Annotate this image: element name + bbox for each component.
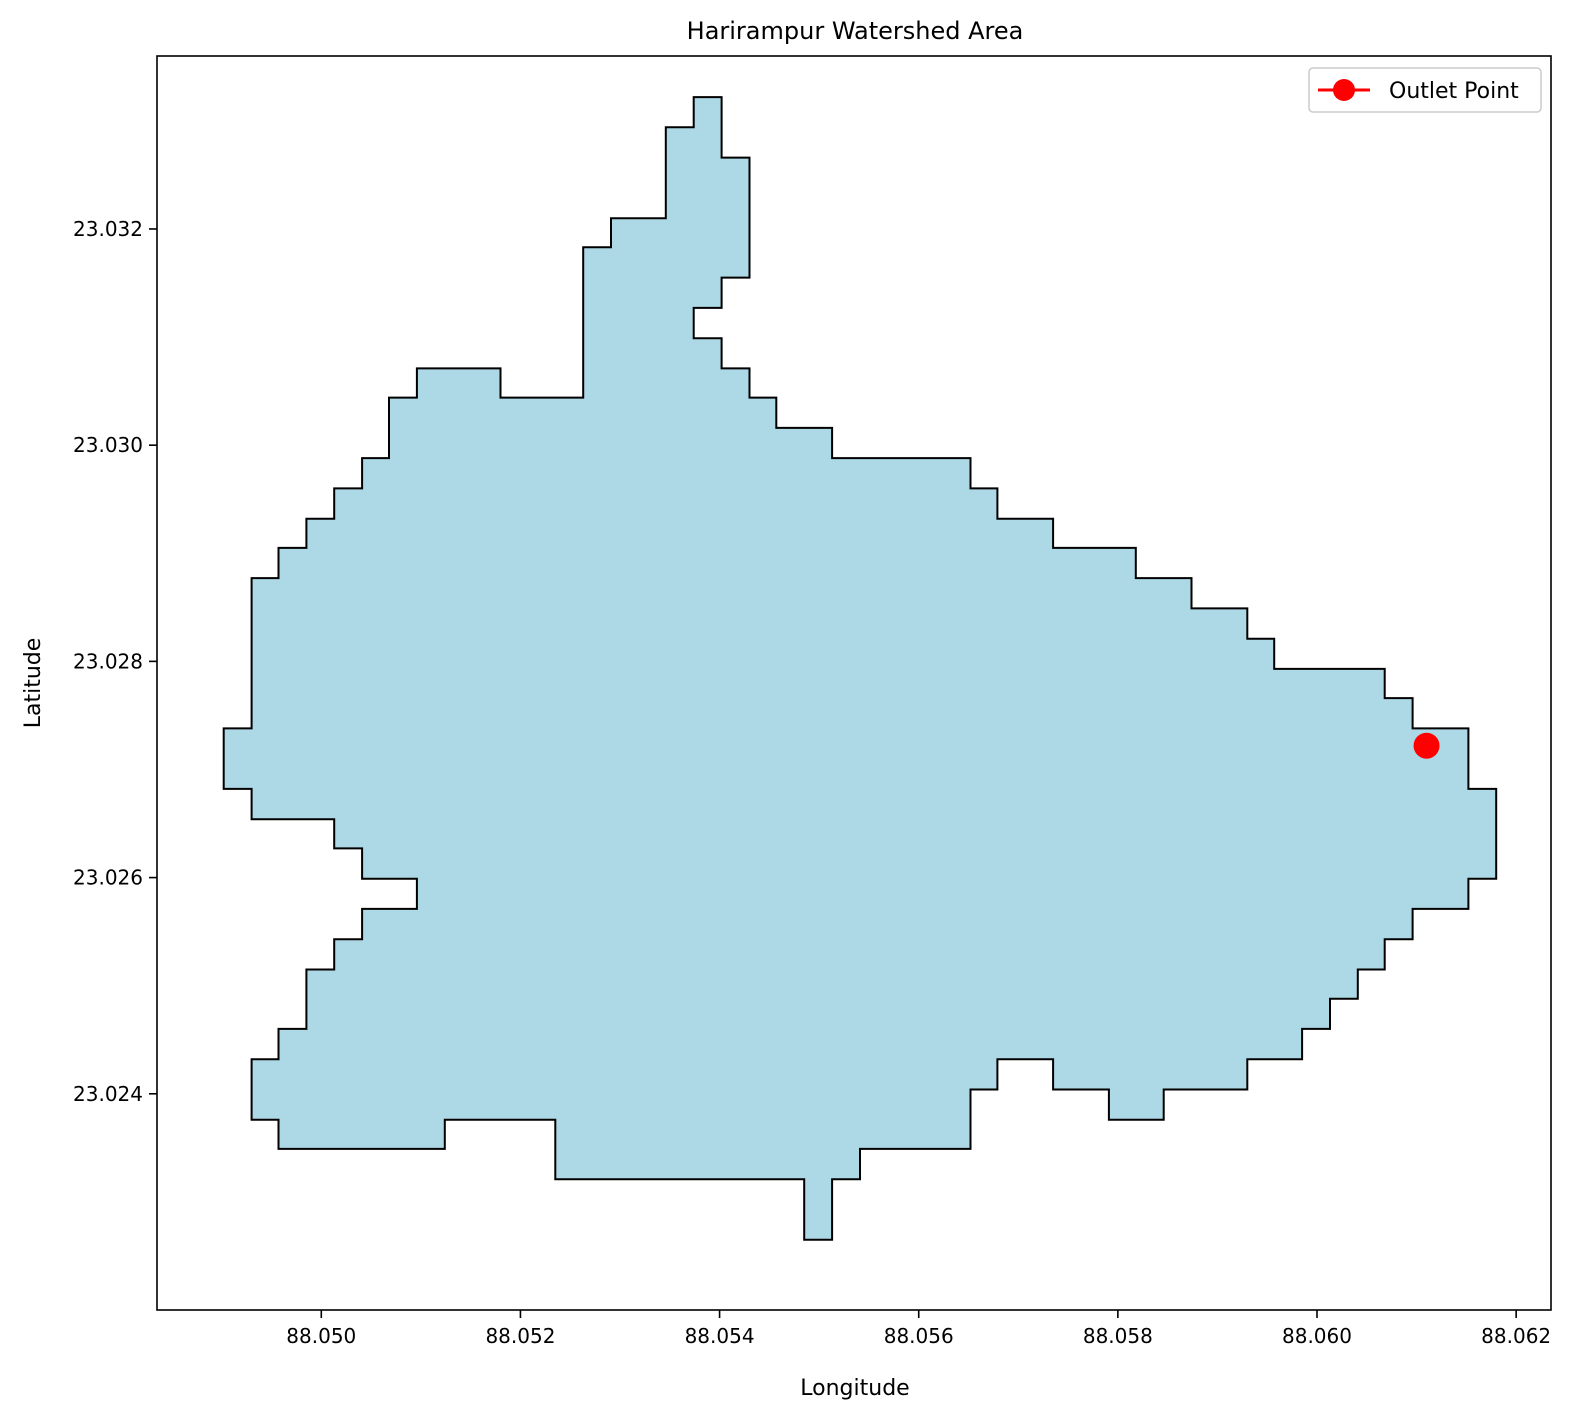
outlet-point-marker [1413, 732, 1440, 759]
plot-frame [156, 55, 1552, 1311]
x-tick-label: 88.052 [485, 1324, 555, 1348]
y-tick-label: 23.028 [73, 649, 143, 673]
x-axis-label: Longitude [800, 1376, 909, 1401]
y-tick-label: 23.024 [73, 1082, 143, 1106]
y-tick-label: 23.026 [73, 866, 143, 890]
x-tick-label: 88.056 [884, 1324, 954, 1348]
y-tick-label: 23.030 [73, 433, 143, 457]
legend: Outlet Point [1308, 67, 1542, 113]
x-tick-label: 88.062 [1481, 1324, 1551, 1348]
y-axis-ticks: 23.024 23.026 23.028 23.030 23.032 [73, 217, 157, 1106]
x-tick-label: 88.060 [1282, 1324, 1352, 1348]
legend-marker-swatch [1333, 79, 1355, 101]
legend-label-outlet-point: Outlet Point [1389, 79, 1519, 104]
y-tick-label: 23.032 [73, 217, 143, 241]
legend-box [1308, 67, 1542, 113]
x-axis-ticks: 88.050 88.052 88.054 88.056 88.058 88.060 88.0… [286, 1310, 1551, 1348]
chart-title: Harirampur Watershed Area [687, 17, 1024, 45]
x-tick-label: 88.058 [1083, 1324, 1153, 1348]
y-axis-label: Latitude [21, 638, 46, 729]
x-tick-label: 88.054 [685, 1324, 755, 1348]
x-tick-label: 88.050 [286, 1324, 356, 1348]
watershed-polygon [222, 96, 1498, 1241]
